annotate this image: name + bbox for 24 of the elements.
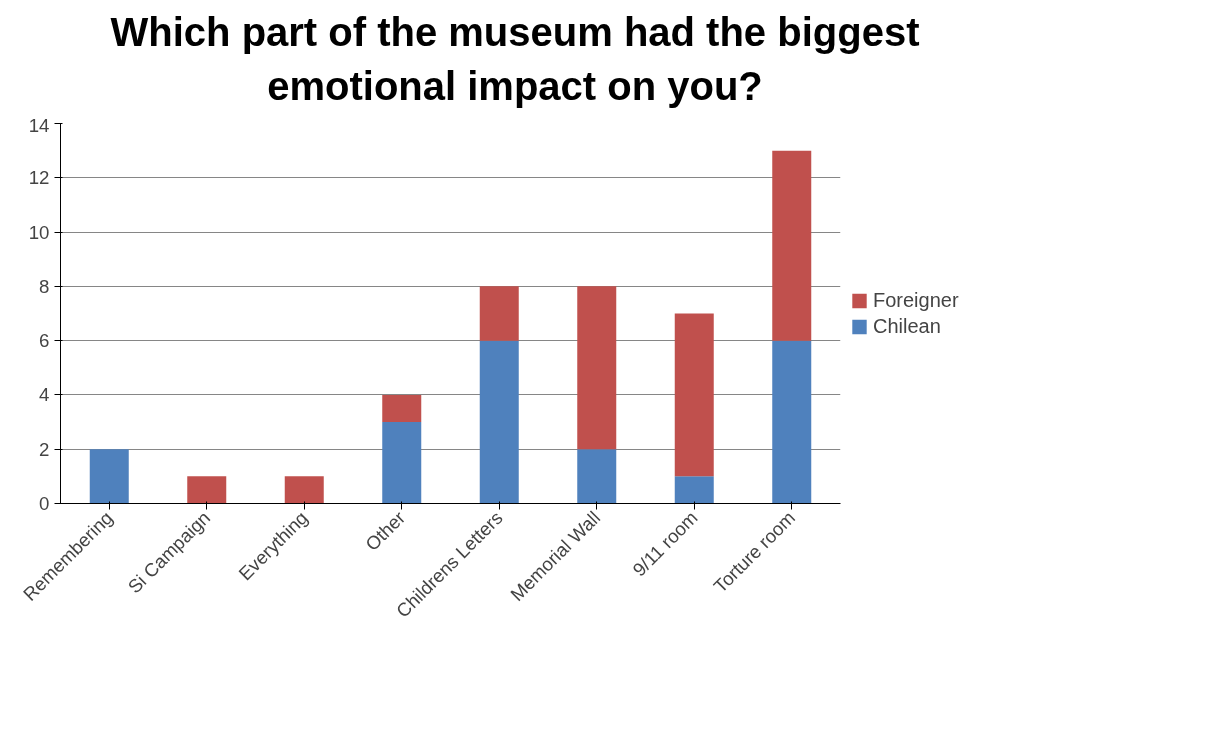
bar (577, 449, 617, 504)
bar (479, 286, 519, 341)
y-tick-label: 12 (28, 167, 50, 189)
bar (89, 449, 129, 504)
y-tick-label: 2 (39, 438, 50, 460)
bar (284, 476, 324, 504)
bar (382, 422, 422, 504)
legend-label: Foreigner (873, 288, 959, 312)
bar (674, 313, 714, 477)
y-tick-label: 10 (28, 221, 50, 243)
bar (382, 394, 422, 423)
y-tick-label: 4 (39, 384, 50, 406)
bar (674, 476, 714, 504)
legend-label: Chilean (873, 314, 941, 338)
bar (187, 476, 227, 504)
bar (772, 340, 812, 504)
y-tick-label: 6 (39, 330, 50, 352)
y-tick-label: 0 (39, 493, 50, 514)
y-tick-label: 14 (28, 114, 50, 136)
bar (577, 286, 617, 450)
y-tick-label: 8 (39, 275, 50, 297)
bar (772, 150, 812, 341)
bar (479, 340, 519, 504)
chart-title: Which part of the museum had the biggest emotional impact on you? (109, 9, 921, 110)
